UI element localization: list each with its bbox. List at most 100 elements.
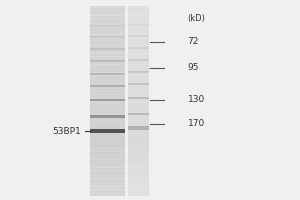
Bar bbox=[128, 191, 148, 193]
Bar bbox=[128, 153, 148, 155]
Bar bbox=[128, 145, 148, 147]
Bar bbox=[90, 115, 124, 117]
Bar bbox=[128, 17, 148, 19]
Bar bbox=[128, 129, 148, 131]
Bar bbox=[90, 36, 124, 38]
Bar bbox=[128, 183, 148, 185]
Bar bbox=[128, 18, 148, 20]
Bar bbox=[90, 159, 124, 161]
Bar bbox=[128, 159, 148, 161]
Bar bbox=[128, 132, 148, 134]
Bar bbox=[128, 85, 148, 87]
Bar bbox=[128, 60, 148, 61]
Bar bbox=[128, 49, 148, 50]
Bar bbox=[128, 140, 148, 142]
Bar bbox=[128, 178, 148, 180]
Bar bbox=[90, 23, 124, 25]
Bar bbox=[90, 186, 124, 188]
Bar bbox=[128, 170, 148, 172]
Bar bbox=[90, 113, 124, 115]
Bar bbox=[90, 30, 124, 31]
Bar bbox=[90, 85, 124, 87]
Bar bbox=[128, 102, 148, 104]
Bar bbox=[128, 74, 148, 76]
Bar bbox=[90, 72, 124, 74]
Bar bbox=[128, 36, 148, 38]
Bar bbox=[128, 41, 148, 42]
Bar bbox=[90, 74, 124, 76]
Bar bbox=[128, 63, 148, 65]
Bar bbox=[128, 113, 148, 115]
Bar bbox=[128, 34, 148, 36]
Bar bbox=[128, 6, 148, 8]
Bar bbox=[128, 148, 148, 150]
Bar bbox=[128, 30, 148, 31]
Bar bbox=[90, 144, 124, 145]
Bar bbox=[90, 9, 124, 11]
Bar bbox=[128, 59, 148, 61]
Bar bbox=[90, 174, 124, 175]
Bar bbox=[128, 169, 148, 171]
Bar bbox=[128, 163, 148, 164]
Bar bbox=[90, 45, 124, 47]
Bar bbox=[128, 151, 148, 153]
Bar bbox=[90, 158, 124, 160]
Bar bbox=[90, 137, 124, 139]
Bar bbox=[90, 79, 124, 80]
Bar bbox=[128, 120, 148, 122]
Bar bbox=[90, 153, 124, 155]
Bar bbox=[90, 77, 124, 79]
Bar bbox=[128, 56, 148, 58]
Bar bbox=[128, 125, 148, 126]
Bar bbox=[90, 12, 124, 14]
Bar bbox=[128, 61, 148, 63]
Bar bbox=[128, 12, 148, 14]
Bar bbox=[128, 137, 148, 139]
Bar bbox=[128, 182, 148, 183]
Bar bbox=[90, 175, 124, 177]
Bar bbox=[128, 71, 148, 73]
Bar bbox=[128, 14, 148, 16]
Bar bbox=[128, 126, 148, 128]
Bar bbox=[90, 182, 124, 183]
Bar bbox=[128, 166, 148, 168]
Bar bbox=[90, 80, 124, 82]
Bar bbox=[90, 88, 124, 90]
Bar bbox=[90, 58, 124, 60]
Bar bbox=[90, 112, 124, 114]
Bar bbox=[90, 25, 124, 27]
Bar bbox=[128, 194, 148, 196]
Bar bbox=[90, 15, 124, 17]
Bar bbox=[90, 26, 124, 28]
Text: 95: 95 bbox=[188, 64, 199, 72]
Bar bbox=[128, 115, 148, 117]
Bar bbox=[90, 131, 124, 133]
Bar bbox=[90, 73, 124, 75]
Bar bbox=[90, 99, 124, 101]
Bar bbox=[90, 169, 124, 171]
Bar bbox=[128, 9, 148, 11]
Bar bbox=[128, 123, 148, 125]
Bar bbox=[90, 50, 124, 52]
Bar bbox=[90, 110, 124, 112]
Bar bbox=[128, 101, 148, 103]
Bar bbox=[128, 104, 148, 106]
Bar bbox=[90, 118, 124, 120]
Bar bbox=[90, 114, 124, 117]
Bar bbox=[90, 36, 124, 38]
Bar bbox=[128, 98, 148, 99]
Bar bbox=[90, 20, 124, 22]
Bar bbox=[90, 6, 124, 196]
Bar bbox=[128, 106, 148, 107]
Bar bbox=[128, 94, 148, 96]
Bar bbox=[128, 25, 148, 27]
Bar bbox=[90, 7, 124, 9]
Bar bbox=[128, 80, 148, 82]
Bar bbox=[90, 147, 124, 148]
Bar bbox=[90, 64, 124, 66]
Bar bbox=[90, 60, 124, 62]
Bar bbox=[128, 155, 148, 156]
Bar bbox=[90, 82, 124, 84]
Bar bbox=[90, 68, 124, 69]
Bar bbox=[90, 98, 124, 99]
